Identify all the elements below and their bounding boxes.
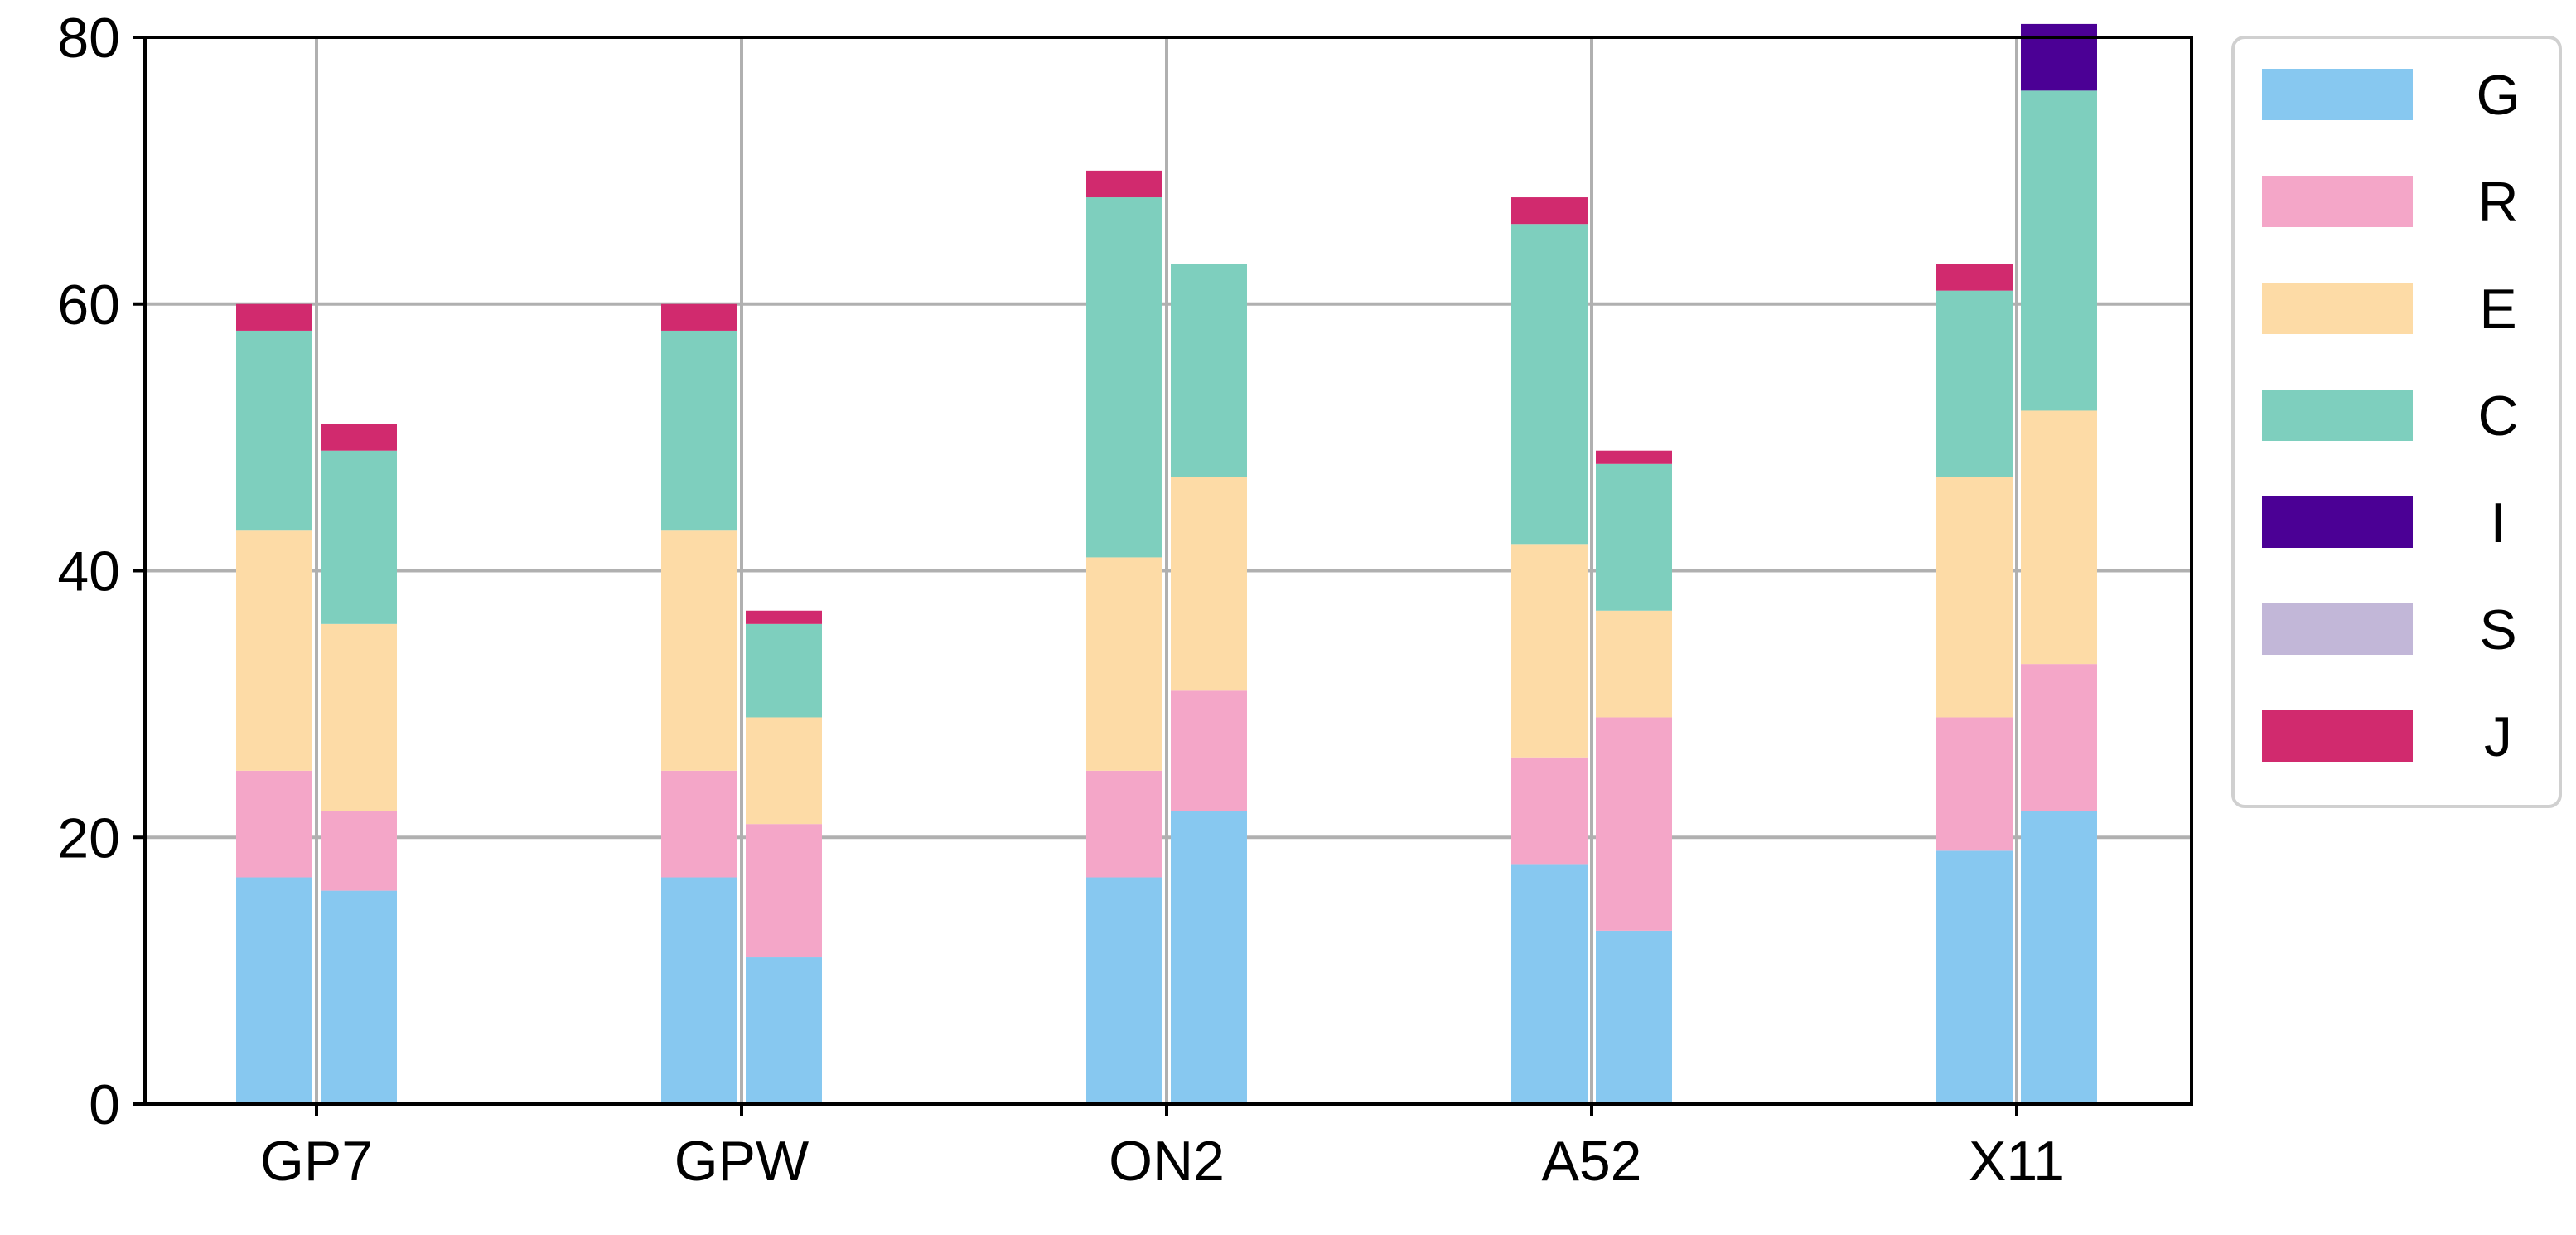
legend-label-s: S	[2479, 598, 2516, 661]
bar-segment-j	[746, 610, 822, 624]
bar-segment-g	[661, 877, 737, 1104]
bar-segment-e	[2021, 410, 2097, 665]
bar-segment-r	[661, 770, 737, 878]
bar-segment-e	[1936, 477, 2013, 718]
legend-swatch-i	[2262, 496, 2413, 548]
bar-segment-c	[746, 623, 822, 718]
legend-label-r: R	[2477, 171, 2518, 234]
bar-segment-e	[1171, 477, 1247, 691]
y-tick-label: 40	[57, 540, 120, 603]
bar-segment-g	[2021, 811, 2097, 1104]
x-tick-label: ON2	[1109, 1130, 1225, 1193]
bar-segment-e	[661, 530, 737, 771]
legend-label-g: G	[2477, 64, 2520, 127]
bar-segment-g	[1596, 930, 1672, 1104]
legend-label-c: C	[2477, 385, 2518, 448]
legend-swatch-e	[2262, 283, 2413, 334]
legend-swatch-j	[2262, 710, 2413, 762]
bar-segment-e	[1086, 557, 1162, 771]
bar-segment-c	[236, 330, 312, 531]
bar-segment-c	[1936, 290, 2013, 477]
legend-swatch-s	[2262, 603, 2413, 655]
bar-segment-r	[1936, 717, 2013, 851]
bar-segment-r	[2021, 664, 2097, 811]
bar-segment-r	[1511, 757, 1588, 864]
legend-label-e: E	[2479, 278, 2516, 341]
axes: 0 20 40 60 80 GP7 GPW ON2 A52 X11	[57, 7, 2065, 1193]
bar-segment-c	[321, 450, 397, 624]
bar-segment-g	[1171, 811, 1247, 1104]
bar-segment-g	[746, 957, 822, 1104]
bar-segment-j	[1086, 170, 1162, 198]
y-tick-label: 20	[57, 806, 120, 869]
bar-segment-j	[236, 303, 312, 331]
bar-segment-r	[236, 770, 312, 878]
x-tick-label: GP7	[260, 1130, 373, 1193]
bars	[236, 23, 2097, 1104]
bar-segment-e	[321, 623, 397, 811]
bar-segment-j	[1511, 197, 1588, 225]
x-tick-label: A52	[1542, 1130, 1642, 1193]
legend-swatch-r	[2262, 176, 2413, 227]
bar-segment-c	[2021, 90, 2097, 411]
bar-segment-c	[661, 330, 737, 531]
bar-segment-j	[1596, 450, 1672, 464]
bar-segment-g	[236, 877, 312, 1104]
bar-segment-r	[1596, 717, 1672, 931]
bar-segment-j	[661, 303, 737, 331]
legend-swatch-c	[2262, 390, 2413, 441]
bar-segment-r	[1171, 690, 1247, 811]
bar-segment-e	[1596, 610, 1672, 718]
bar-segment-c	[1171, 264, 1247, 477]
legend-label-i: I	[2491, 492, 2506, 555]
bar-segment-c	[1596, 463, 1672, 611]
bar-segment-r	[321, 811, 397, 891]
bar-segment-g	[1936, 850, 2013, 1104]
bar-segment-e	[236, 530, 312, 771]
bar-segment-i	[2021, 23, 2097, 91]
x-tick-label: GPW	[674, 1130, 809, 1193]
bar-segment-c	[1511, 224, 1588, 545]
y-tick-label: 60	[57, 274, 120, 337]
bar-segment-r	[1086, 770, 1162, 878]
bar-segment-g	[321, 890, 397, 1104]
y-tick-label: 0	[89, 1073, 120, 1136]
bar-segment-e	[746, 717, 822, 825]
bar-segment-r	[746, 824, 822, 958]
bar-segment-e	[1511, 544, 1588, 758]
bar-segment-j	[321, 424, 397, 451]
legend-label-j: J	[2484, 705, 2512, 768]
bar-segment-g	[1086, 877, 1162, 1104]
bar-segment-c	[1086, 197, 1162, 558]
legend-swatch-g	[2262, 69, 2413, 120]
bar-segment-g	[1511, 864, 1588, 1104]
x-tick-label: X11	[1969, 1130, 2065, 1193]
y-tick-label: 80	[57, 7, 120, 70]
bar-segment-j	[1936, 264, 2013, 291]
